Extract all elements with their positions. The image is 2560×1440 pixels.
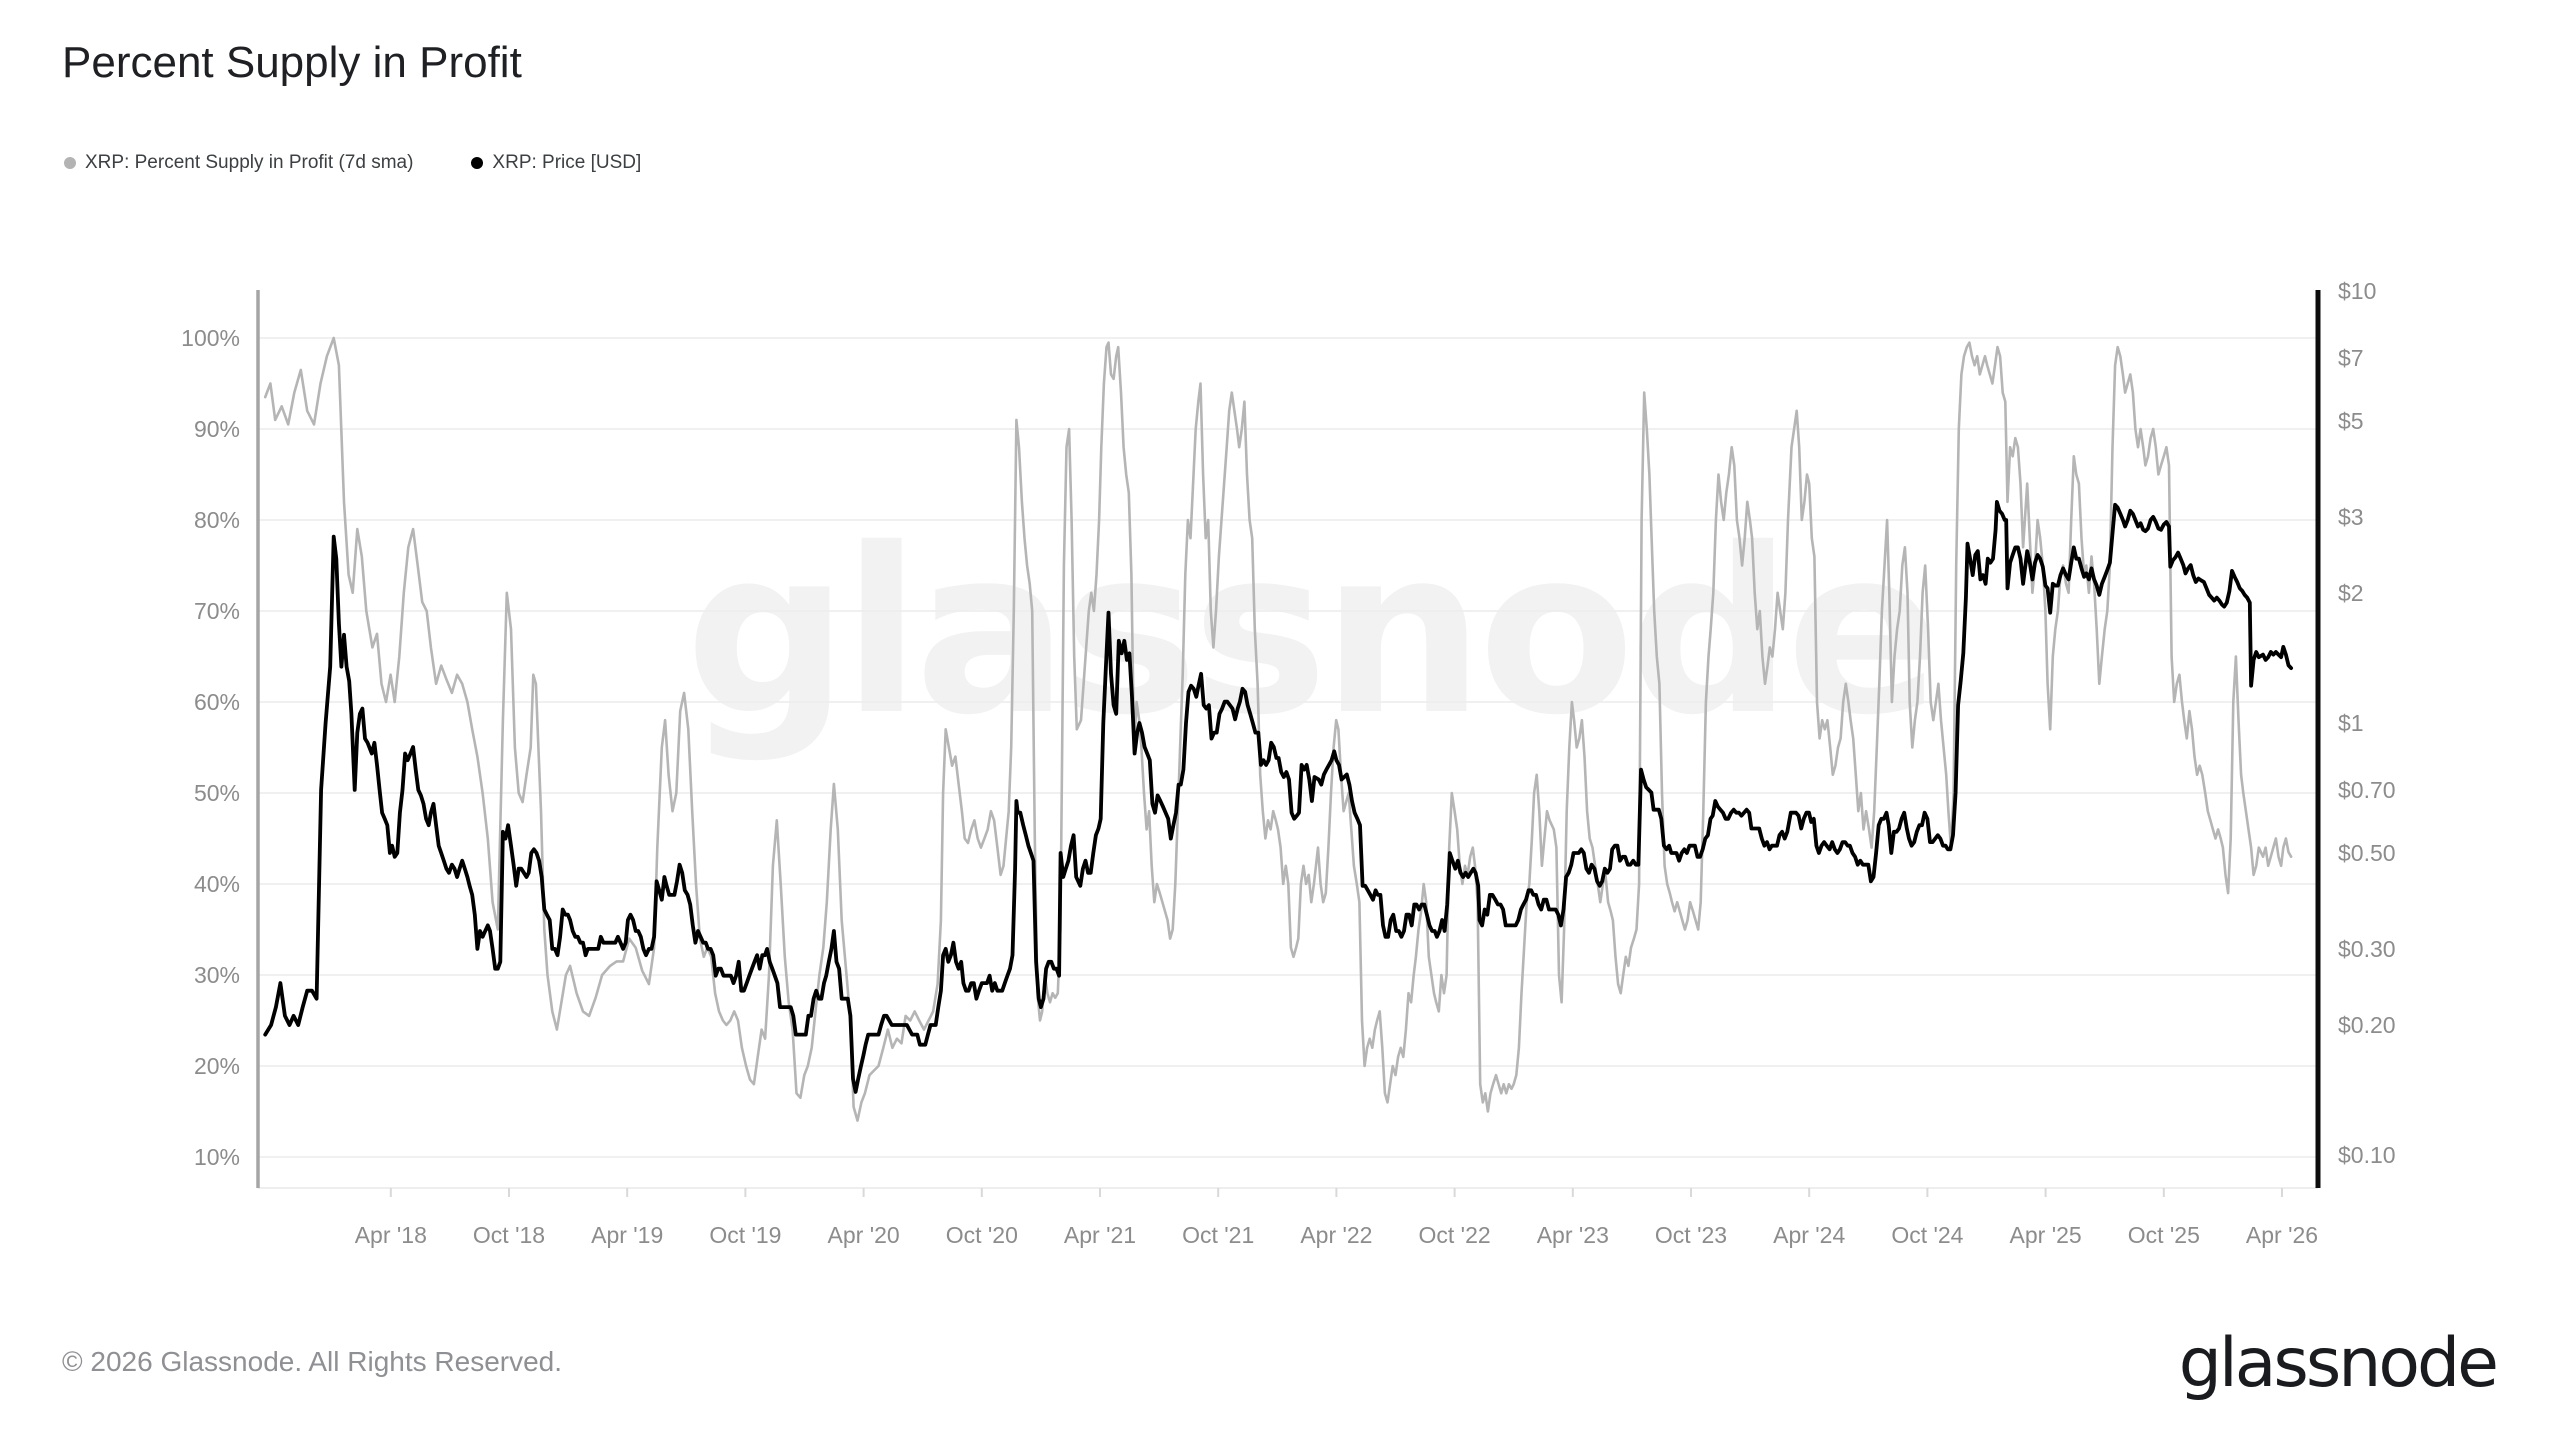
x-tick-label: Apr '20 — [828, 1222, 900, 1248]
glassnode-logo: glassnode — [2178, 1324, 2499, 1403]
legend-dot-black — [471, 157, 484, 169]
y-right-tick-label: $1 — [2338, 710, 2364, 736]
y-left-tick-label: 50% — [194, 780, 240, 806]
x-tick-label: Oct '24 — [1891, 1222, 1963, 1248]
legend-item-price[interactable]: XRP: Price [USD] — [471, 152, 641, 174]
legend-label-price: XRP: Price [USD] — [492, 152, 642, 173]
x-tick-label: Apr '19 — [591, 1222, 663, 1248]
y-left-tick-label: 100% — [181, 325, 240, 351]
y-right-tick-label: $2 — [2338, 580, 2364, 606]
y-left-tick-label: 30% — [194, 962, 240, 988]
y-left-tick-label: 10% — [194, 1144, 240, 1170]
y-right-tick-label: $0.20 — [2338, 1012, 2396, 1038]
x-tick-label: Apr '23 — [1537, 1222, 1609, 1248]
y-left-tick-label: 80% — [194, 507, 240, 533]
y-right-tick-label: $0.70 — [2338, 777, 2396, 803]
x-tick-label: Oct '21 — [1182, 1222, 1254, 1248]
legend-item-supply-in-profit[interactable]: XRP: Percent Supply in Profit (7d sma) — [64, 152, 413, 174]
y-right-tick-label: $0.30 — [2338, 936, 2396, 962]
x-tick-label: Apr '18 — [355, 1222, 427, 1248]
y-left-tick-label: 60% — [194, 689, 240, 715]
y-left-tick-label: 70% — [194, 598, 240, 624]
y-right-tick-label: $10 — [2338, 278, 2376, 304]
legend-dot-gray — [64, 157, 76, 169]
page-title: Percent Supply in Profit — [62, 38, 522, 87]
series-line-percent-supply-in-profit — [263, 336, 2293, 1122]
y-left-tick-label: 20% — [194, 1053, 240, 1079]
x-tick-label: Apr '24 — [1773, 1222, 1845, 1248]
legend-label-supply-in-profit: XRP: Percent Supply in Profit (7d sma) — [85, 152, 414, 173]
y-right-tick-label: $0.10 — [2338, 1142, 2396, 1168]
y-right-tick-label: $7 — [2338, 345, 2364, 371]
x-tick-label: Apr '26 — [2246, 1222, 2318, 1248]
x-tick-label: Oct '19 — [709, 1222, 781, 1248]
series-line-price — [263, 499, 2294, 1094]
x-tick-label: Oct '18 — [473, 1222, 545, 1248]
y-left-tick-label: 90% — [194, 416, 240, 442]
chart-legend: XRP: Percent Supply in Profit (7d sma) X… — [64, 152, 641, 174]
y-right-tick-label: $5 — [2338, 408, 2364, 434]
x-tick-label: Oct '20 — [946, 1222, 1018, 1248]
x-tick-label: Apr '25 — [2010, 1222, 2082, 1248]
copyright-text: © 2026 Glassnode. All Rights Reserved. — [62, 1346, 563, 1377]
y-right-tick-label: $0.50 — [2338, 840, 2396, 866]
x-tick-label: Apr '21 — [1064, 1222, 1136, 1248]
y-left-tick-label: 40% — [194, 871, 240, 897]
x-tick-label: Oct '22 — [1419, 1222, 1491, 1248]
y-right-tick-label: $3 — [2338, 504, 2364, 530]
x-tick-label: Oct '23 — [1655, 1222, 1727, 1248]
x-tick-label: Oct '25 — [2128, 1222, 2200, 1248]
x-tick-label: Apr '22 — [1300, 1222, 1372, 1248]
glassnode-watermark: glassnode — [685, 499, 1940, 765]
